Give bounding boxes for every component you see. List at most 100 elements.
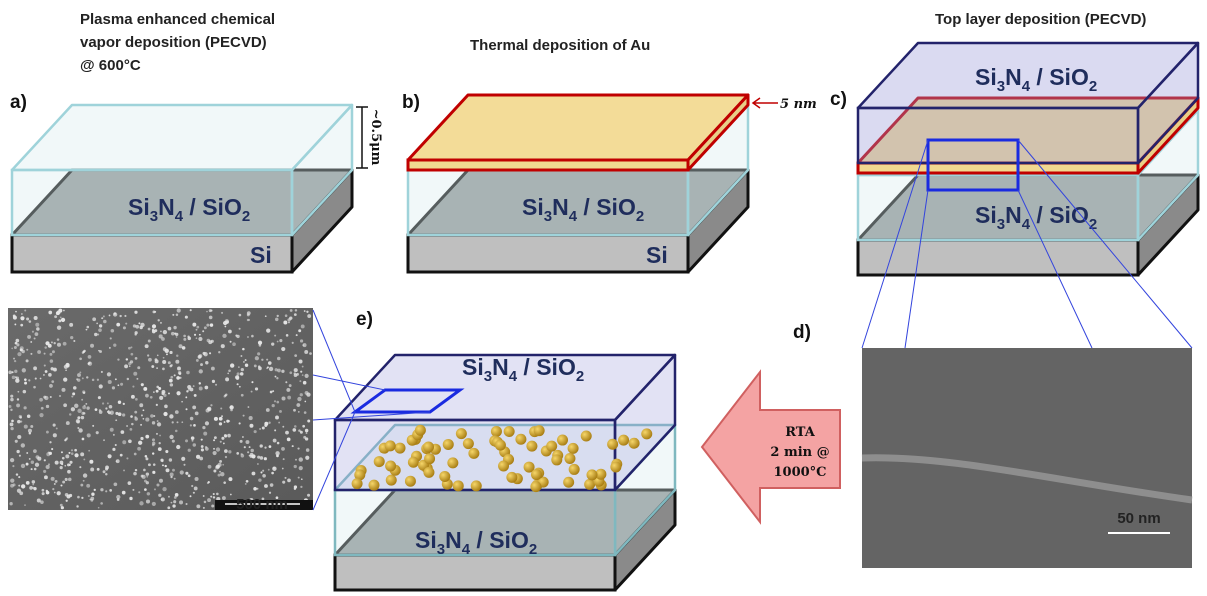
- sem-particle: [224, 434, 227, 437]
- sem-particle: [132, 386, 134, 388]
- sem-particle: [141, 383, 144, 386]
- sem-particle: [145, 435, 149, 439]
- sem-particle: [54, 483, 56, 485]
- sem-particle: [82, 390, 85, 393]
- sem-particle: [51, 380, 54, 383]
- sem-particle: [297, 447, 299, 449]
- sem-particle: [14, 360, 16, 362]
- sem-particle: [199, 382, 201, 384]
- sem-particle: [116, 495, 120, 499]
- sem-particle: [228, 369, 231, 372]
- label: Top layer deposition (PECVD): [935, 11, 1146, 28]
- sem-particle: [82, 438, 85, 441]
- layer-front: [408, 160, 688, 170]
- sem-particle: [300, 393, 303, 396]
- film-label-part: / SiO: [577, 194, 636, 220]
- sem-particle: [96, 323, 98, 325]
- gold-particle: [551, 454, 562, 465]
- gold-particle: [515, 434, 526, 445]
- sem-particle: [230, 363, 234, 367]
- sem-particle: [98, 328, 102, 332]
- sem-particle: [114, 482, 118, 486]
- sem-particle: [292, 342, 294, 344]
- sem-particle: [33, 386, 36, 389]
- sem-particle: [21, 464, 25, 468]
- sem-particle: [205, 361, 208, 364]
- sem-particle: [113, 312, 117, 316]
- sem-particle: [251, 335, 254, 338]
- sem-particle: [215, 384, 217, 386]
- gold-particle: [386, 475, 397, 486]
- sem-particle: [89, 460, 93, 464]
- sem-particle: [282, 397, 286, 401]
- sem-particle: [53, 424, 56, 427]
- film-label-part: 2: [636, 208, 644, 225]
- sem-particle: [108, 380, 112, 384]
- sem-particle: [67, 470, 71, 474]
- sem-particle: [176, 391, 180, 395]
- sem-particle: [193, 424, 196, 427]
- sem-particle: [268, 422, 270, 424]
- sem-particle: [288, 322, 290, 324]
- sem-particle: [175, 360, 179, 364]
- sem-particle: [193, 492, 195, 494]
- film-label-part: N: [1005, 202, 1022, 228]
- sem-particle: [247, 311, 251, 315]
- sem-particle: [16, 403, 20, 407]
- sem-particle: [207, 482, 209, 484]
- sem-particle: [132, 489, 134, 491]
- gold-particle: [368, 480, 379, 491]
- sem-particle: [40, 500, 44, 504]
- film-label-part: Si: [128, 194, 150, 220]
- sem-particle: [206, 324, 209, 327]
- sem-particle: [18, 485, 20, 487]
- sem-particle: [177, 421, 179, 423]
- sem-particle: [277, 442, 280, 445]
- film-label-part: N: [492, 354, 509, 380]
- sem-particle: [287, 396, 291, 400]
- sem-particle: [79, 371, 81, 373]
- sem-particle: [168, 327, 172, 331]
- sem-particle: [298, 477, 300, 479]
- sem-particle: [50, 353, 53, 356]
- sem-particle: [202, 426, 205, 429]
- sem-particle: [170, 476, 172, 478]
- film-label-part: 2: [1089, 78, 1097, 95]
- sem-particle: [12, 465, 14, 467]
- sem-particle: [134, 311, 137, 314]
- sem-particle: [60, 466, 63, 469]
- sem-particle: [55, 461, 59, 465]
- sem-particle: [63, 342, 67, 346]
- sem-particle: [10, 409, 12, 411]
- sem-particle: [180, 470, 184, 474]
- sem-particle: [300, 339, 303, 342]
- sem-particle: [199, 369, 203, 373]
- sem-particle: [186, 371, 190, 375]
- sem-particle: [173, 500, 176, 503]
- sem-particle: [48, 452, 50, 454]
- sem-particle: [32, 331, 34, 333]
- gold-particle: [506, 472, 517, 483]
- sem-particle: [27, 415, 31, 419]
- sem-particle: [293, 409, 296, 412]
- sem-particle: [294, 354, 297, 357]
- sem-particle: [287, 438, 291, 442]
- sem-particle: [258, 478, 261, 481]
- sem-particle: [227, 434, 231, 438]
- sem-particle: [52, 488, 54, 490]
- sem-particle: [39, 398, 43, 402]
- sem-particle: [186, 408, 188, 410]
- sem-particle: [79, 357, 82, 360]
- film-label-part: 3: [150, 208, 158, 225]
- sem-particle: [152, 324, 156, 328]
- sem-particle: [224, 326, 226, 328]
- label: ~0.5μm: [368, 109, 383, 166]
- sem-particle: [162, 360, 166, 364]
- film-label-part: N: [1005, 64, 1022, 90]
- sem-particle: [61, 318, 65, 322]
- sem-particle: [158, 319, 160, 321]
- sem-particle: [48, 311, 52, 315]
- label: 500 nm: [236, 496, 288, 513]
- sem-particle: [216, 465, 220, 469]
- sem-particle: [33, 366, 37, 370]
